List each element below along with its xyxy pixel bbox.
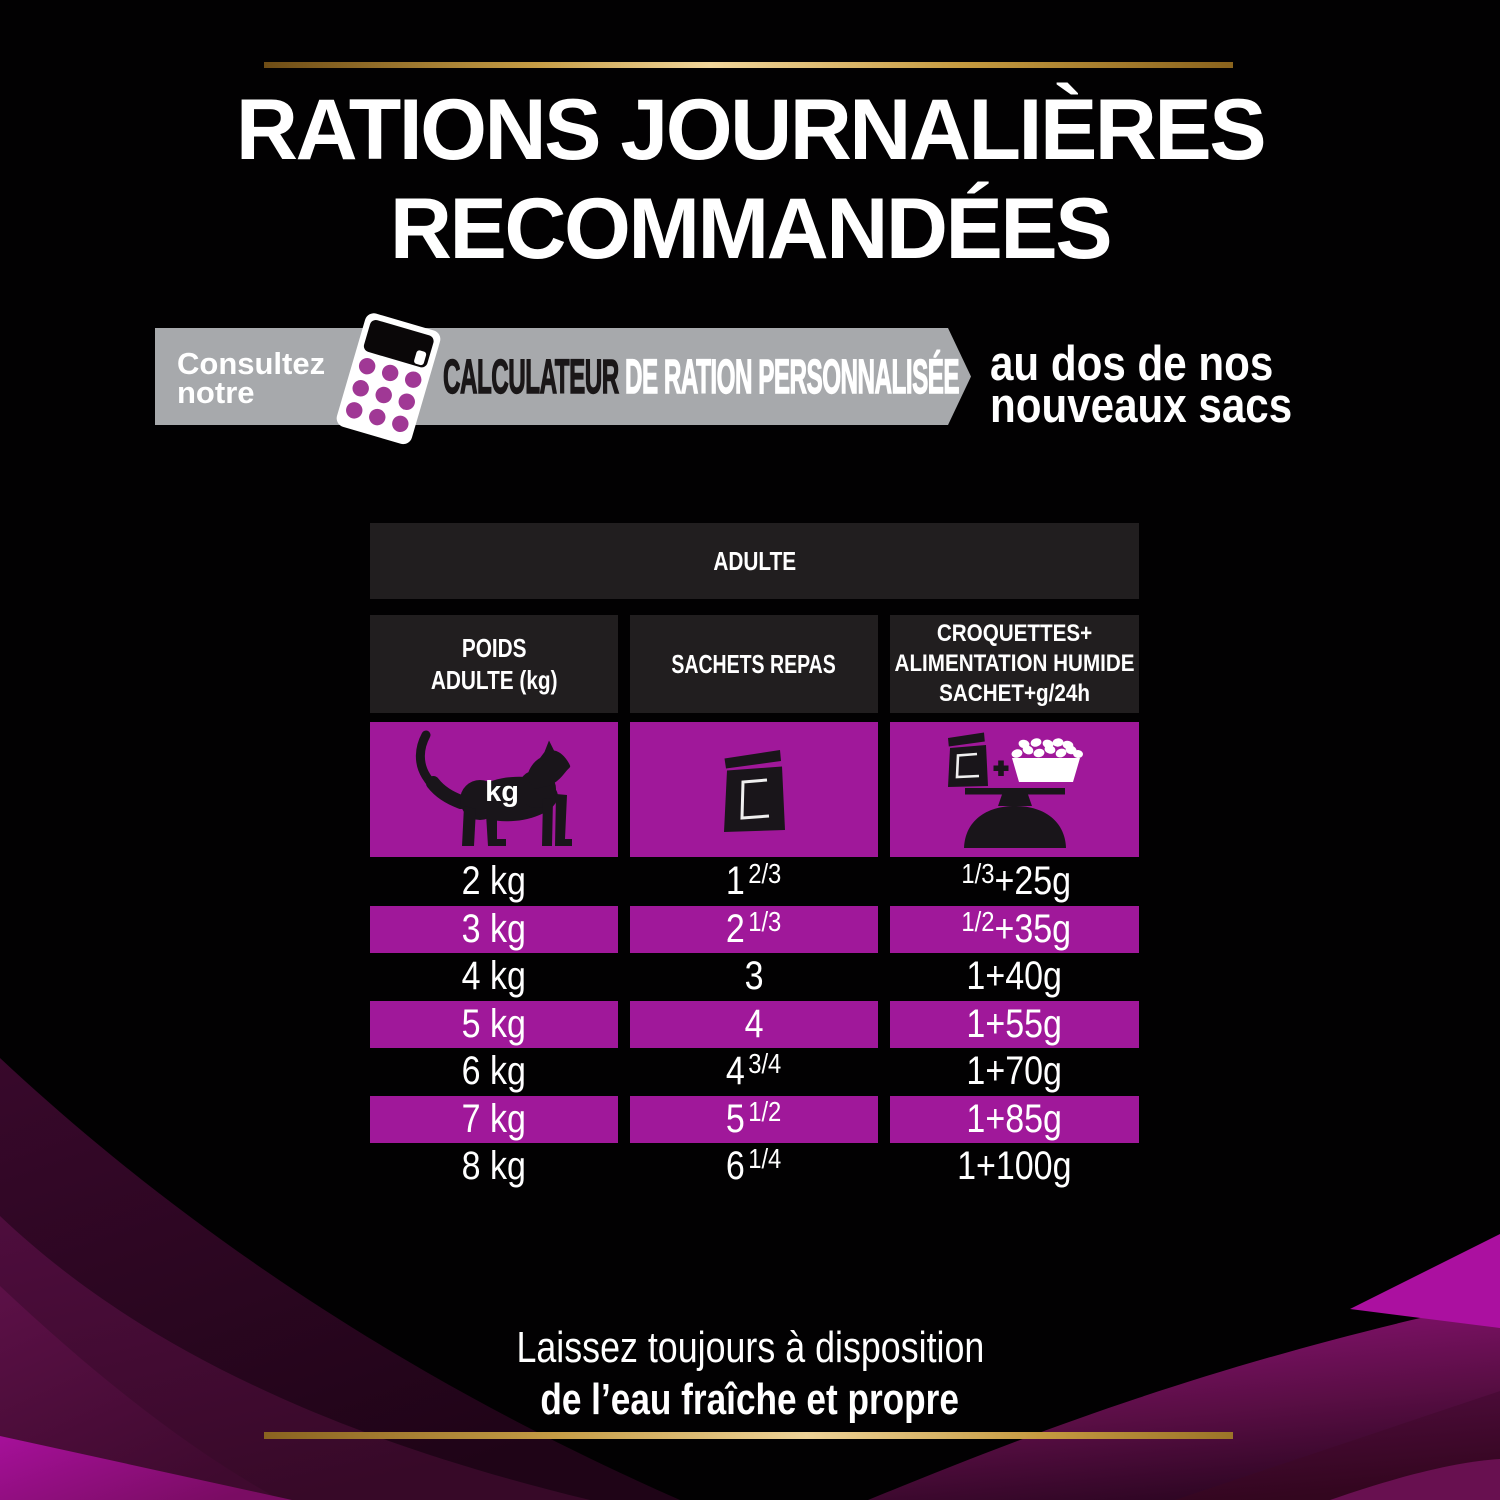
svg-text:kg: kg [485,776,519,808]
